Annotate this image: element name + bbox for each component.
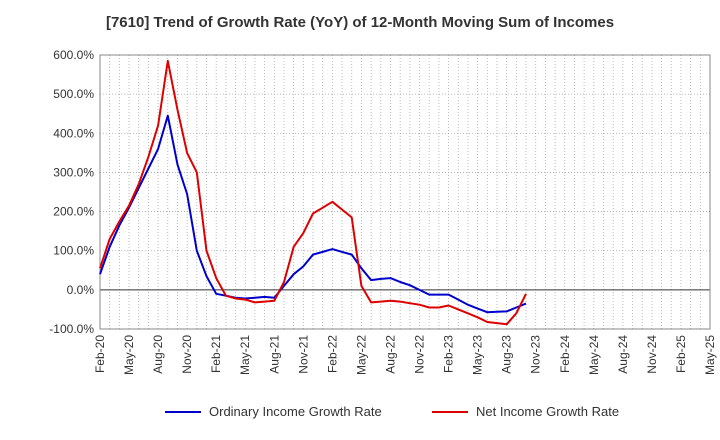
- y-axis-ticks: 600.0% 500.0% 400.0% 300.0% 200.0% 100.0% 0.0%…: [49, 48, 94, 336]
- x-tick-label: Nov-20: [180, 335, 194, 374]
- x-tick-label: Nov-22: [413, 335, 427, 374]
- x-tick-label: May-25: [703, 335, 717, 375]
- legend-swatch-net: [432, 410, 468, 413]
- series-line-net: [99, 59, 527, 326]
- x-tick-label: Feb-24: [558, 335, 572, 373]
- x-tick-label: Nov-24: [645, 335, 659, 374]
- x-tick-label: May-21: [238, 335, 252, 375]
- x-tick-label: Feb-23: [442, 335, 456, 373]
- x-tick-label: Nov-23: [529, 335, 543, 374]
- x-tick-label: May-23: [471, 335, 485, 375]
- x-tick-label: Feb-22: [325, 335, 339, 373]
- axes: [99, 54, 711, 330]
- legend-item-net: Net Income Growth Rate: [432, 404, 619, 419]
- x-tick-label: Nov-21: [296, 335, 310, 374]
- series-line-ordinary: [99, 114, 527, 314]
- legend-label-net: Net Income Growth Rate: [476, 404, 620, 419]
- x-tick-label: May-20: [122, 335, 136, 375]
- plot-area: [100, 55, 710, 329]
- y-tick-label: 400.0%: [53, 126, 94, 140]
- x-tick-label: Aug-20: [151, 335, 165, 374]
- x-tick-label: Aug-21: [267, 335, 281, 374]
- x-axis-ticks: Feb-20 May-20 Aug-20 Nov-20 Feb-21 May-21 Aug-…: [93, 335, 717, 375]
- x-tick-label: Aug-24: [616, 335, 630, 374]
- chart-title: [7610] Trend of Growth Rate (YoY) of 12-…: [105, 14, 615, 31]
- chart-legend: Ordinary Income Growth Rate Net Income G…: [0, 404, 720, 426]
- x-tick-label: Feb-20: [93, 335, 107, 373]
- y-tick-label: 200.0%: [53, 205, 94, 219]
- y-tick-label: 0.0%: [67, 283, 95, 297]
- grid-lines: [100, 54, 710, 330]
- x-tick-label: Aug-23: [500, 335, 514, 374]
- series-lines: [99, 59, 527, 326]
- plot-border: [99, 54, 711, 330]
- x-tick-label: May-22: [354, 335, 368, 375]
- y-tick-label: 300.0%: [53, 165, 94, 179]
- y-tick-label: 100.0%: [53, 244, 94, 258]
- legend-label-ordinary: Ordinary Income Growth Rate: [209, 404, 382, 419]
- y-tick-label: 600.0%: [53, 48, 94, 62]
- y-tick-label: -100.0%: [49, 322, 94, 336]
- x-tick-label: Aug-22: [383, 335, 397, 374]
- legend-swatch-ordinary: [165, 410, 201, 413]
- y-tick-label: 500.0%: [53, 87, 94, 101]
- legend-item-ordinary: Ordinary Income Growth Rate: [165, 404, 382, 419]
- x-tick-label: Feb-21: [209, 335, 223, 373]
- x-tick-label: Feb-25: [674, 335, 688, 373]
- x-tick-label: May-24: [587, 335, 601, 375]
